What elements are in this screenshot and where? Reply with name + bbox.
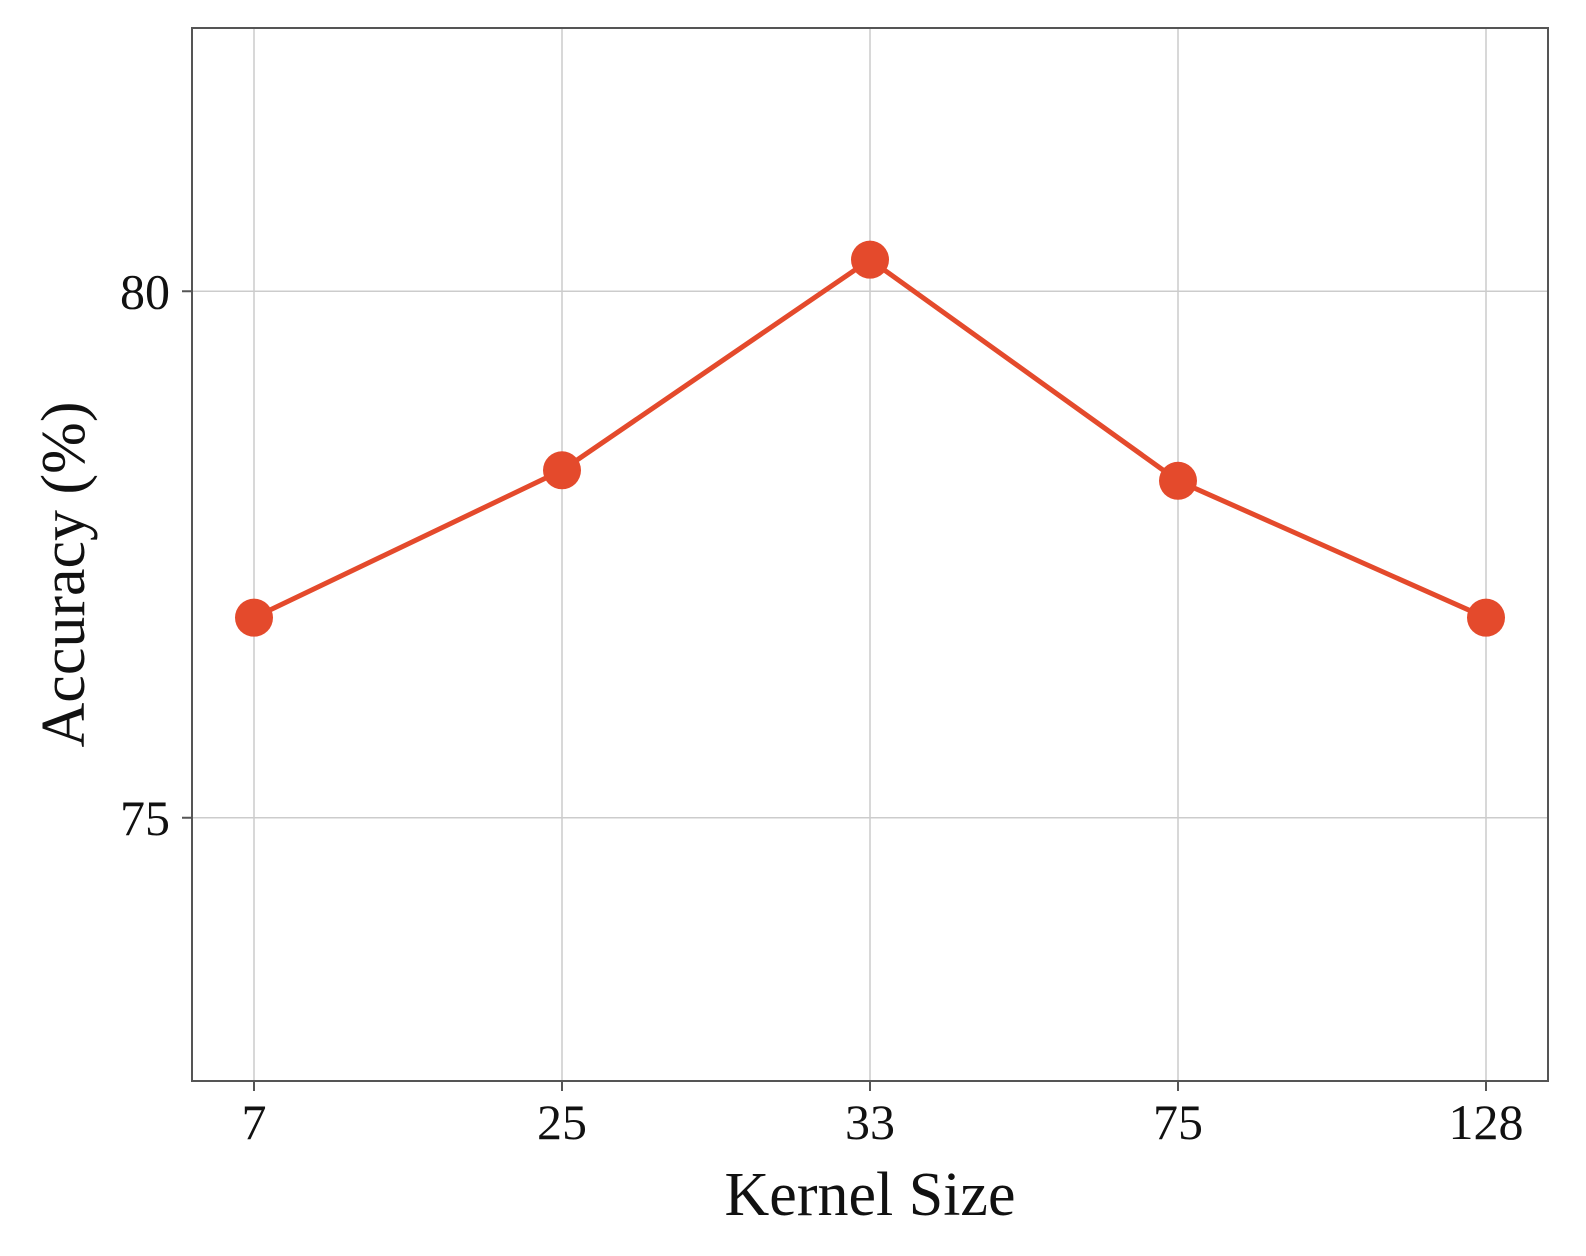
x-tick-label: 25 xyxy=(537,1094,587,1150)
data-point xyxy=(543,451,581,490)
grid xyxy=(192,28,1548,1081)
tick-labels: 7 25 33 75 128 75 80 xyxy=(120,263,1524,1150)
x-tick-label: 75 xyxy=(1153,1094,1203,1150)
series-layer xyxy=(235,240,1505,637)
x-tick-label: 7 xyxy=(242,1094,267,1150)
y-axis-title: Accuracy (%) xyxy=(30,402,98,748)
x-axis-title: Kernel Size xyxy=(725,1161,1016,1229)
data-point xyxy=(235,598,273,637)
data-point xyxy=(1467,598,1505,637)
y-tick-label: 80 xyxy=(120,263,170,319)
data-point xyxy=(851,240,889,279)
x-tick-label: 33 xyxy=(845,1094,895,1150)
y-tick-label: 75 xyxy=(120,790,170,846)
data-point xyxy=(1159,461,1197,500)
x-tick-label: 128 xyxy=(1449,1094,1524,1150)
